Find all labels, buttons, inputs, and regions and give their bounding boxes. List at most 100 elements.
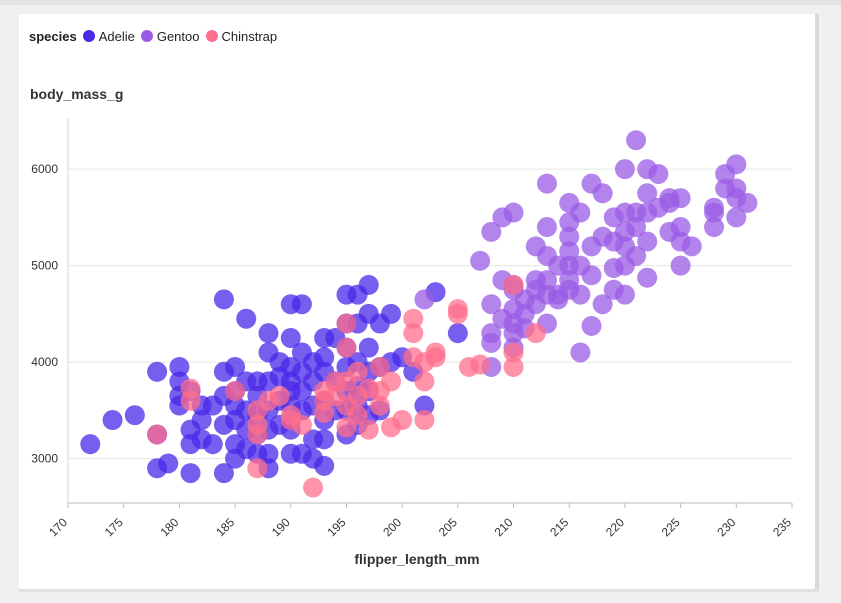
x-tick-label: 190	[269, 515, 293, 539]
legend-item-adelie[interactable]: Adelie	[82, 28, 135, 44]
x-tick-label: 180	[157, 515, 181, 539]
data-point-gentoo	[670, 217, 691, 238]
x-tick-label: 175	[102, 515, 126, 539]
x-tick-label: 205	[436, 515, 460, 539]
data-point-adelie	[258, 443, 279, 464]
data-point-adelie	[447, 323, 468, 344]
data-point-chinstrap	[314, 402, 335, 423]
legend-label-adelie: Adelie	[98, 28, 135, 44]
data-point-chinstrap	[381, 371, 402, 392]
data-point-chinstrap	[269, 385, 290, 406]
card-shadow	[815, 14, 819, 589]
data-point-adelie	[213, 289, 234, 310]
chart-card: species Adelie Gentoo Chinstrap body_mas…	[19, 14, 815, 589]
data-point-adelie	[314, 429, 335, 450]
data-point-chinstrap	[503, 342, 524, 363]
legend-item-chinstrap[interactable]: Chinstrap	[205, 28, 278, 44]
data-point-chinstrap	[180, 390, 201, 411]
data-point-gentoo	[536, 173, 557, 194]
data-point-chinstrap	[147, 424, 168, 445]
y-tick-label: 6000	[31, 162, 58, 176]
x-axis-label: flipper_length_mm	[354, 551, 480, 567]
data-point-gentoo	[681, 236, 702, 257]
data-point-adelie	[236, 308, 257, 329]
data-point-gentoo	[470, 250, 491, 271]
data-point-chinstrap	[369, 395, 390, 416]
data-point-chinstrap	[447, 299, 468, 320]
data-point-chinstrap	[225, 381, 246, 402]
data-point-gentoo	[503, 202, 524, 223]
data-point-gentoo	[637, 183, 658, 204]
data-point-gentoo	[737, 192, 758, 213]
data-point-adelie	[280, 328, 301, 348]
data-point-gentoo	[614, 284, 635, 305]
data-point-adelie	[225, 356, 246, 377]
legend-label-gentoo: Gentoo	[156, 28, 200, 44]
data-point-adelie	[258, 323, 279, 344]
data-point-gentoo	[726, 207, 747, 228]
data-point-chinstrap	[247, 458, 268, 479]
legend-item-gentoo[interactable]: Gentoo	[140, 28, 200, 44]
data-point-gentoo	[704, 202, 725, 223]
data-point-adelie	[169, 356, 190, 377]
data-point-gentoo	[626, 217, 647, 238]
data-point-gentoo	[570, 342, 591, 363]
legend-title: species	[29, 28, 77, 44]
data-point-gentoo	[670, 188, 691, 209]
x-tick-label: 200	[380, 515, 404, 539]
data-point-gentoo	[481, 221, 502, 242]
data-point-chinstrap	[414, 371, 435, 392]
data-point-adelie	[414, 395, 435, 416]
x-tick-label: 210	[492, 515, 516, 539]
data-point-chinstrap	[347, 361, 368, 382]
data-point-gentoo	[637, 231, 658, 252]
data-point-chinstrap	[392, 410, 413, 431]
data-point-adelie	[102, 410, 123, 431]
data-point-gentoo	[581, 265, 602, 286]
x-tick-label: 235	[770, 515, 794, 539]
data-point-adelie	[314, 455, 335, 476]
data-point-chinstrap	[503, 356, 524, 377]
data-point-adelie	[314, 347, 335, 368]
data-point-chinstrap	[403, 308, 424, 329]
data-point-adelie	[291, 294, 312, 315]
data-point-chinstrap	[336, 313, 357, 334]
data-point-gentoo	[559, 226, 580, 247]
data-point-gentoo	[637, 267, 658, 288]
data-point-chinstrap	[303, 477, 324, 498]
data-point-chinstrap	[347, 405, 368, 426]
adelie-swatch-icon	[82, 30, 95, 42]
data-point-adelie	[202, 434, 223, 455]
data-point-gentoo	[670, 255, 691, 276]
data-point-chinstrap	[247, 424, 268, 445]
x-tick-label: 220	[603, 515, 627, 539]
data-point-gentoo	[559, 241, 580, 262]
data-point-gentoo	[481, 294, 502, 315]
y-axis-label: body_mass_g	[30, 86, 124, 102]
data-point-chinstrap	[403, 323, 424, 344]
data-point-adelie	[191, 410, 212, 431]
y-tick-label: 3000	[31, 452, 58, 466]
data-point-gentoo	[536, 217, 557, 238]
data-point-chinstrap	[369, 356, 390, 377]
data-point-gentoo	[536, 270, 557, 291]
x-tick-label: 230	[714, 515, 738, 539]
x-tick-label: 225	[659, 515, 683, 539]
data-point-gentoo	[648, 163, 669, 184]
data-point-chinstrap	[291, 414, 312, 435]
data-point-gentoo	[570, 202, 591, 223]
data-point-adelie	[158, 453, 179, 474]
x-tick-label: 215	[547, 515, 571, 539]
top-bar	[0, 0, 841, 5]
data-point-gentoo	[704, 217, 725, 238]
x-tick-label: 170	[46, 515, 70, 539]
y-tick-label: 5000	[31, 259, 58, 273]
data-point-chinstrap	[425, 342, 446, 363]
data-point-gentoo	[626, 130, 647, 151]
data-point-gentoo	[414, 289, 435, 310]
data-point-adelie	[147, 361, 168, 382]
data-point-adelie	[358, 337, 379, 358]
data-point-chinstrap	[414, 410, 435, 431]
legend-label-chinstrap: Chinstrap	[221, 28, 278, 44]
legend: species Adelie Gentoo Chinstrap	[29, 27, 283, 45]
